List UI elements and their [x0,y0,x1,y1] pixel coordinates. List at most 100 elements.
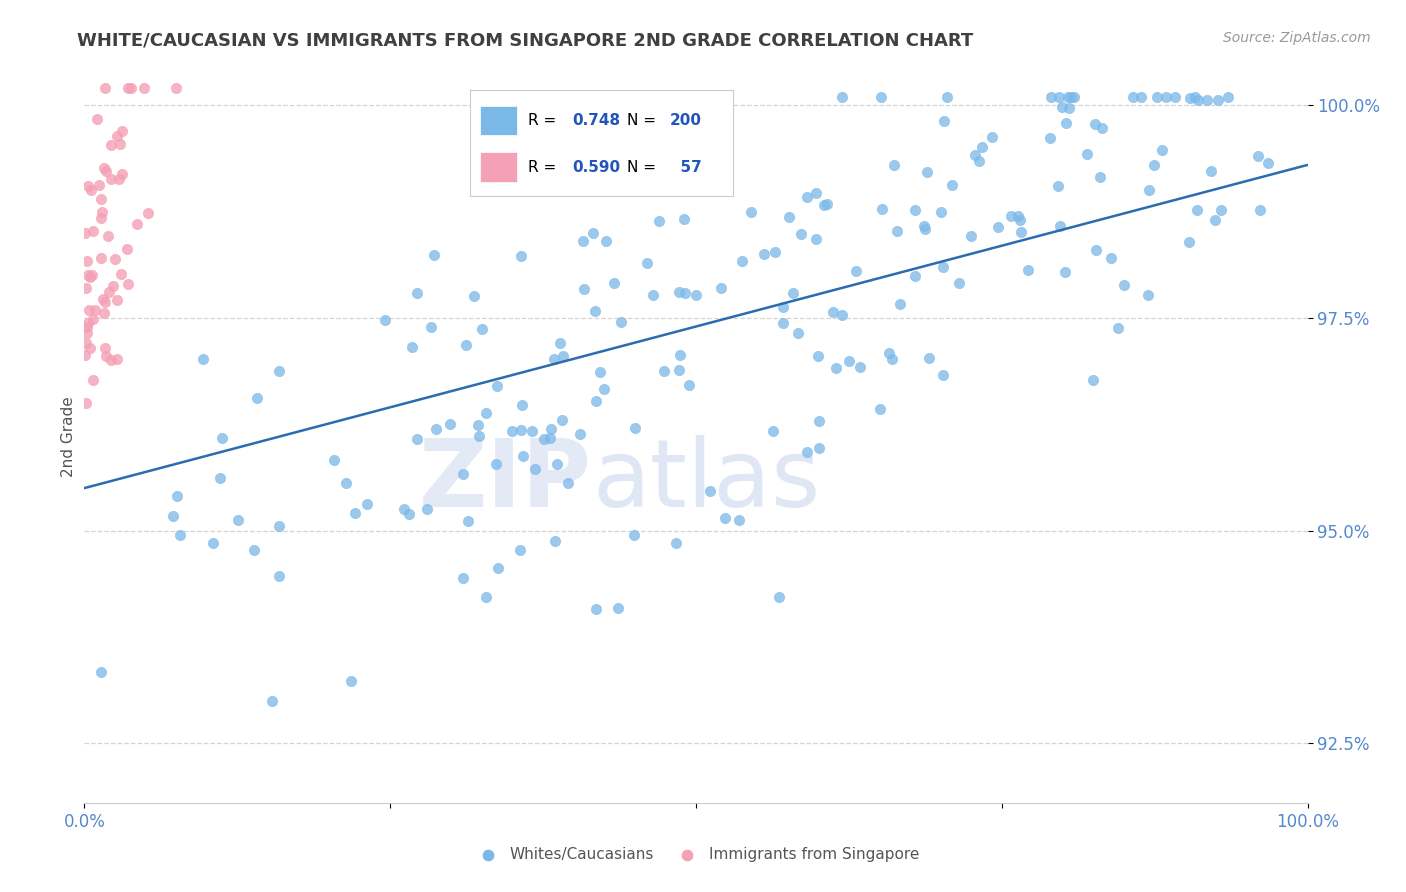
Point [782,285,804,300]
Point [972,140,994,154]
Point [166,489,188,503]
Point [815,196,838,211]
Point [585,394,607,409]
Point [246,391,269,405]
Point [838,354,860,368]
Point [100,138,122,153]
Point [86,112,108,126]
Point [1150,143,1173,157]
Point [422,248,444,262]
Point [211,431,233,445]
Point [941,178,963,192]
Point [90,251,112,265]
Point [82,224,104,238]
Point [796,444,818,458]
Point [77,302,100,317]
Point [903,203,925,218]
Point [451,571,474,585]
Point [772,300,794,314]
Point [91,205,114,219]
Point [813,197,835,211]
Point [623,421,645,435]
Point [105,293,128,307]
Point [693,181,716,195]
Point [673,285,696,300]
Point [132,81,155,95]
Point [453,467,475,482]
Point [108,172,131,186]
Point [1249,202,1271,217]
Point [94,294,117,309]
Point [652,363,675,377]
Point [79,269,101,284]
Point [583,303,606,318]
Point [117,243,139,257]
Point [108,136,131,151]
Point [806,186,828,201]
Text: WHITE/CAUCASIAN VS IMMIGRANTS FROM SINGAPORE 2ND GRADE CORRELATION CHART: WHITE/CAUCASIAN VS IMMIGRANTS FROM SINGA… [77,31,973,49]
Point [1046,178,1069,193]
Point [510,249,533,263]
Point [201,536,224,550]
Point [889,297,911,311]
Point [1136,288,1159,302]
Point [509,542,531,557]
Point [754,247,776,261]
Point [75,396,97,410]
Point [1187,94,1209,108]
Point [636,256,658,270]
Point [904,268,927,283]
Text: atlas: atlas [592,435,820,527]
Point [420,319,443,334]
Point [485,379,508,393]
Point [169,528,191,542]
Point [82,311,104,326]
Point [1099,252,1122,266]
Point [94,81,117,95]
Point [485,458,508,472]
Point [1047,90,1070,104]
Point [713,138,735,153]
Point [1091,120,1114,135]
Point [406,433,429,447]
Point [162,508,184,523]
Point [825,361,848,376]
Point [883,158,905,172]
Point [1209,202,1232,217]
Point [1154,90,1177,104]
Point [1178,235,1201,249]
Point [845,264,868,278]
Point [89,211,111,226]
Point [93,161,115,175]
Point [76,326,98,340]
Point [685,287,707,301]
Point [929,204,952,219]
Point [1084,116,1107,130]
Point [831,90,853,104]
Point [557,475,579,490]
Point [510,423,533,437]
Point [425,422,447,436]
Point [1130,90,1153,104]
Point [80,183,103,197]
Point [97,228,120,243]
Point [870,90,893,104]
Point [1007,209,1029,223]
Point [932,260,955,274]
Point [1197,94,1219,108]
Point [1257,156,1279,170]
Point [730,253,752,268]
Point [475,591,498,605]
Point [94,341,117,355]
Point [1010,225,1032,239]
Point [1000,209,1022,223]
Point [1137,183,1160,197]
Point [243,542,266,557]
Point [914,219,936,233]
Point [98,285,121,299]
Point [808,441,831,455]
Point [533,432,555,446]
Point [763,244,786,259]
Point [93,306,115,320]
Point [125,217,148,231]
